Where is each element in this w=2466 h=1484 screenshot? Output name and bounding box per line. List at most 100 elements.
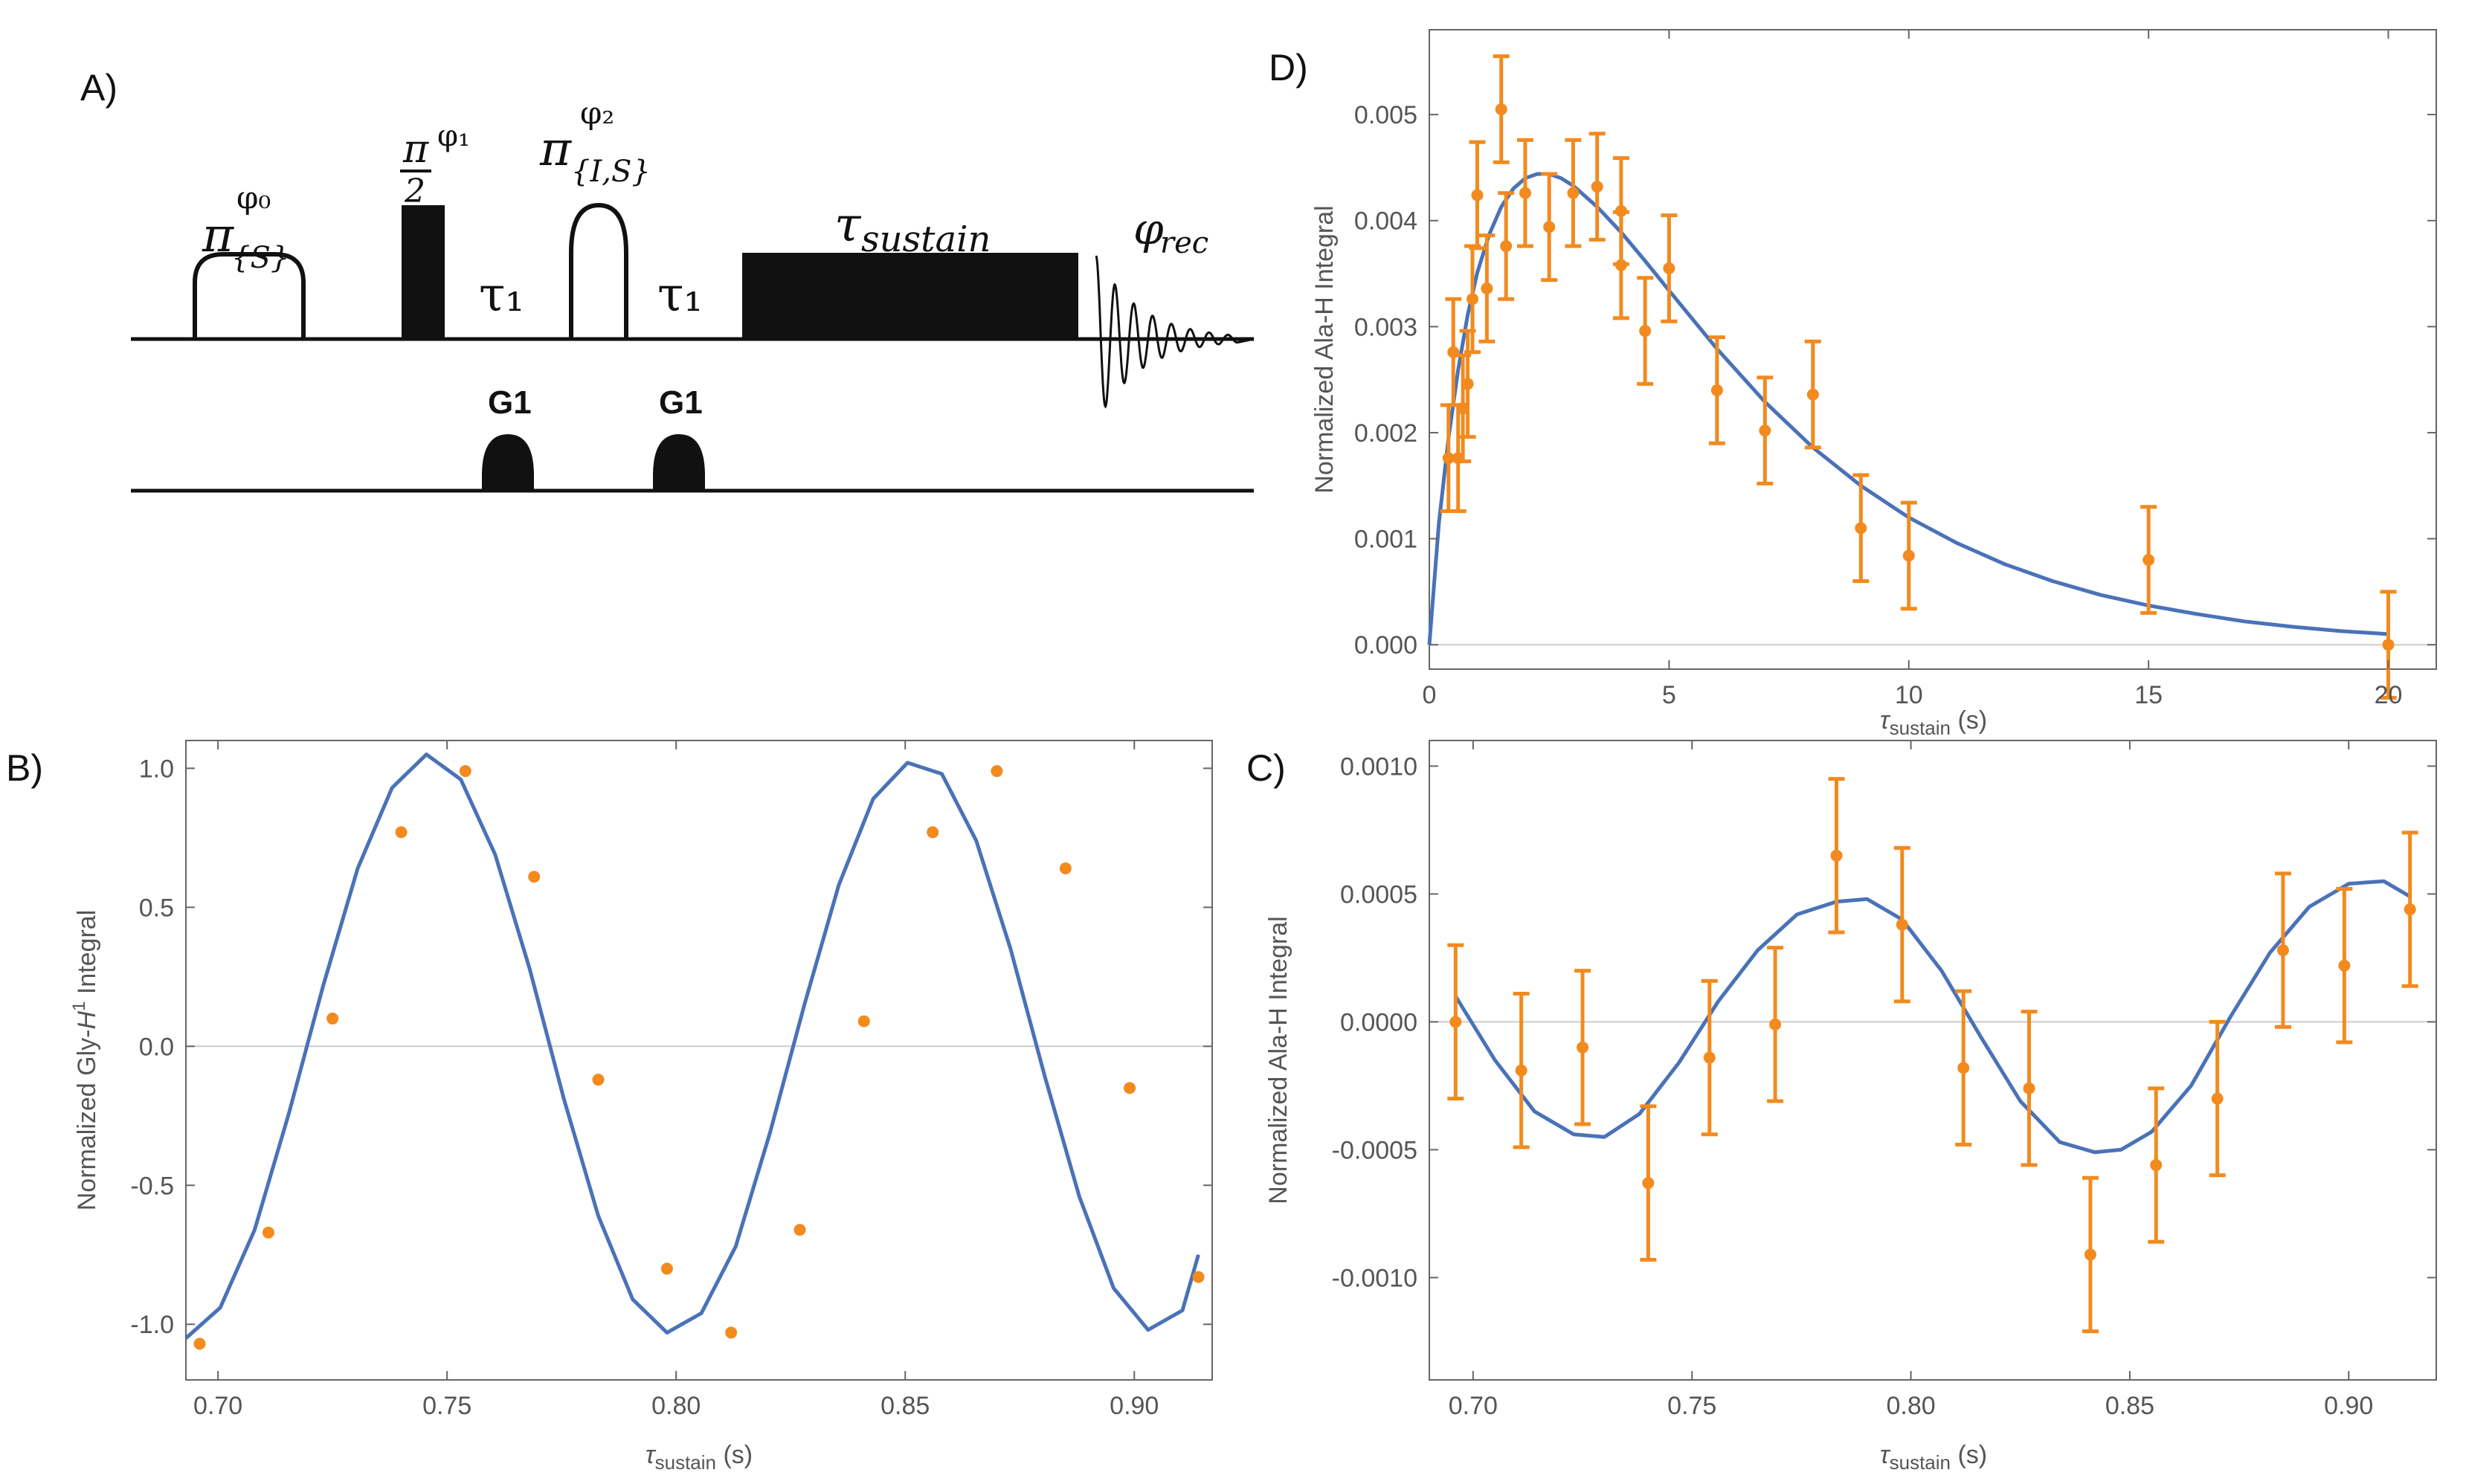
chart-d-data-point (1500, 239, 1513, 252)
chart-b-xtick-label: 0.85 (881, 1392, 930, 1420)
chart-c-frame (1429, 740, 2437, 1381)
gradient-lobe-first (482, 434, 534, 491)
pi-half-phase: φ₁ (437, 119, 470, 153)
chart-b-ytick-label: 1.0 (139, 755, 174, 783)
chart-d-data-point (1663, 262, 1675, 274)
chart-c-data-point (2338, 959, 2351, 972)
chart-d-data-point (1591, 181, 1603, 193)
chart-d-data-point (1467, 293, 1479, 306)
chart-b-data-point (1059, 862, 1072, 874)
fid-signal (1095, 255, 1255, 409)
chart-d-data-point (1471, 189, 1484, 201)
chart-c-data-point (1703, 1051, 1716, 1064)
chart-b-data-point (395, 826, 408, 839)
chart-b-xtick-label: 0.80 (651, 1392, 701, 1420)
g1-label-first: G1 (488, 384, 532, 421)
chart-c-data-point (2023, 1082, 2035, 1094)
pi-s-shaped-pulse (193, 252, 306, 339)
chart-d-xtick-label: 15 (2134, 681, 2163, 709)
chart-b-ytick-label: 0.0 (139, 1033, 174, 1061)
pi-s-symbol: π (202, 208, 234, 263)
chart-c-data-point (1577, 1041, 1589, 1054)
panel-a: A) π {S} φ₀ π 2 φ₁ τ₁ τ₁ π {I,S} φ₂ spin… (80, 67, 1255, 493)
chart-d-frame (1429, 29, 2437, 670)
chart-d-data-point (1902, 549, 1915, 562)
phi-rec-subscript: rec (1160, 226, 1208, 260)
chart-d-ytick-label: 0.001 (1354, 526, 1417, 554)
pi-is-subscript: {I,S} (571, 155, 651, 189)
chart-d-xtick-label: 0 (1423, 681, 1437, 709)
chart-b: 0.70 0.75 0.80 0.85 0.90 -1.0 -0.5 0.0 0.5 1.0 τ… (69, 740, 1213, 1474)
chart-d-data-point (1442, 452, 1455, 465)
chart-b-data-point (793, 1224, 806, 1236)
chart-c-data-point (1957, 1062, 1970, 1074)
chart-c-xtick-label: 0.70 (1449, 1392, 1498, 1420)
chart-c-ytick-label: -0.0010 (1332, 1264, 1417, 1292)
panel-d-label: D) (1269, 47, 1308, 88)
chart-b-xtick-label: 0.70 (193, 1392, 242, 1420)
chart-c-fit-curve (1454, 879, 2411, 1155)
chart-d-data-point (1710, 384, 1723, 396)
chart-d-ytick-label: 0.000 (1354, 631, 1417, 659)
pi-half-numerator: π (402, 127, 429, 172)
tau1-label-second: τ₁ (657, 268, 703, 323)
chart-c-xlabel: τsustain (s) (1880, 1441, 1987, 1474)
chart-b-data-point (857, 1015, 870, 1027)
chart-c-xtick-label: 0.90 (2324, 1392, 2373, 1420)
panel-c-label: C) (1246, 747, 1286, 789)
pi-is-symbol: π (539, 122, 572, 177)
gradient-lobe-second (653, 434, 705, 491)
chart-b-data-point (660, 1262, 673, 1275)
tau1-label-first: τ₁ (479, 268, 524, 323)
chart-d-ytick-label: 0.002 (1354, 419, 1417, 448)
chart-d-data-point (1543, 221, 1556, 233)
chart-c-data-point (2084, 1248, 2096, 1261)
chart-b-ytick-label: -0.5 (130, 1172, 174, 1200)
chart-d-xtick-label: 10 (1895, 681, 1923, 709)
chart-d-data-point (1806, 388, 1819, 401)
panel-b: B) 0.70 0.75 0.80 0.85 0.90 -1.0 -0.5 0.0 0.5 1.… (6, 740, 1213, 1474)
chart-b-data-point (1192, 1271, 1205, 1283)
chart-d-ylabel: Normalized Ala-H Integral (1310, 205, 1339, 493)
chart-d-data-point (1495, 103, 1507, 115)
chart-c-xtick-label: 0.75 (1667, 1392, 1716, 1420)
pi-half-denominator: 2 (404, 172, 425, 210)
spin-lock-block (742, 253, 1078, 339)
chart-c: 0.70 0.75 0.80 0.85 0.90 -0.0010 -0.0005 0.000… (1264, 740, 2437, 1474)
chart-b-data-point (991, 765, 1003, 778)
chart-c-xtick-label: 0.85 (2105, 1392, 2154, 1420)
chart-c-xtick-label: 0.80 (1886, 1392, 1935, 1420)
phi-rec-symbol: φ (1133, 204, 1164, 254)
pi-is-selective-pulse (569, 202, 628, 339)
chart-d-data-point (1519, 187, 1531, 199)
panel-d: D) 0 5 10 15 20 0.000 0.001 0.002 0.003 0.004 0.0… (1269, 29, 2437, 739)
chart-d-data-point (2382, 639, 2395, 651)
chart-b-ylabel: Normalized Gly-H1 Integral (69, 910, 101, 1211)
chart-d-data-point (2143, 554, 2155, 567)
chart-d-data-point (1639, 325, 1652, 338)
panel-b-label: B) (6, 747, 43, 789)
chart-d-fit-curve (1427, 172, 2389, 645)
chart-d-xtick-label: 20 (2375, 681, 2403, 709)
chart-b-fit-curve (184, 752, 1200, 1340)
chart-d-xlabel: τsustain (s) (1880, 706, 1987, 739)
chart-d-data-point (1615, 204, 1627, 217)
chart-b-ytick-label: 0.5 (139, 894, 174, 922)
chart-b-xlabel: τsustain (s) (646, 1441, 753, 1474)
spin-lock-label: spin-lock x (808, 278, 976, 317)
chart-b-data-point (927, 826, 939, 839)
chart-b-data-point (326, 1012, 339, 1025)
pi-is-phase: φ₂ (580, 94, 614, 131)
chart-b-ytick-label: -1.0 (130, 1311, 174, 1339)
chart-c-ytick-label: 0.0005 (1340, 880, 1417, 909)
pi-half-hard-pulse (402, 205, 445, 339)
chart-d-ytick-label: 0.004 (1354, 207, 1417, 236)
chart-c-data-point (1515, 1064, 1527, 1077)
chart-c-ytick-label: 0.0000 (1340, 1008, 1417, 1036)
chart-d-data-point (1481, 282, 1493, 294)
chart-d-xtick-label: 5 (1662, 681, 1676, 709)
chart-b-xtick-label: 0.75 (422, 1392, 471, 1420)
chart-c-data-point (2150, 1159, 2163, 1172)
panel-a-label: A) (80, 67, 117, 109)
